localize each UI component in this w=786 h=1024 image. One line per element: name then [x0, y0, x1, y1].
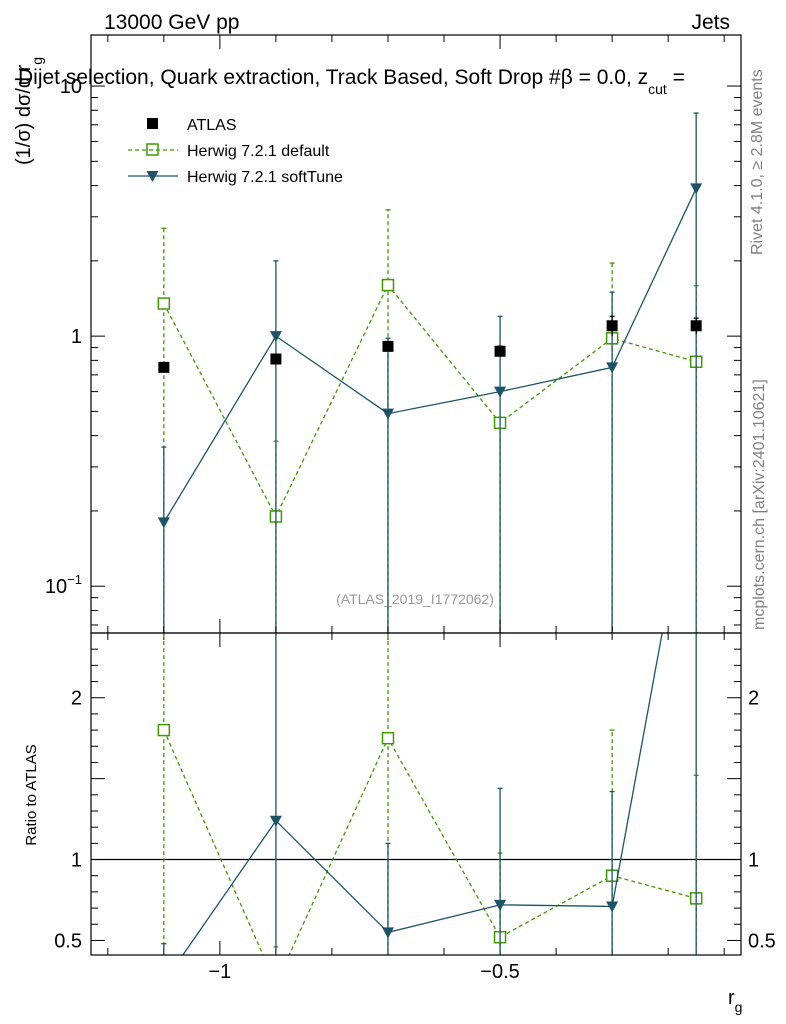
- ratio-softtune-series: [158, 633, 697, 989]
- legend-default-marker: [146, 143, 159, 156]
- main-y-tick-label: 1: [71, 326, 82, 348]
- x-axis-label: rg: [728, 987, 742, 1015]
- header-left: 13000 GeV pp: [104, 11, 239, 34]
- main-atlas-marker: [494, 345, 506, 357]
- ratio-default-marker: [270, 979, 281, 990]
- main-atlas-marker: [158, 361, 170, 373]
- ratio-y-tick-label-right: 1: [748, 850, 759, 872]
- main-default-marker: [381, 278, 395, 292]
- ratio-default-line: [163, 729, 697, 955]
- x-tick-label: −1: [208, 961, 231, 983]
- mcplots-label: mcplots.cern.ch [arXiv:2401.10621]: [751, 379, 768, 630]
- y-axis-label-ratio: Ratio to ATLAS: [23, 744, 40, 845]
- main-softtune-marker: [381, 408, 394, 420]
- main-softtune-marker: [494, 386, 507, 398]
- legend-atlas-label: ATLAS: [187, 117, 237, 134]
- main-softtune-line: [163, 188, 697, 523]
- ratio-y-tick-label: 1: [71, 850, 82, 872]
- main-softtune-marker: [269, 331, 282, 343]
- ratio-softtune-line: [182, 633, 663, 955]
- main-atlas-marker: [270, 353, 282, 365]
- ratio-y-tick-label: 2: [71, 688, 82, 710]
- legend-softtune-marker: [146, 171, 159, 182]
- ratio-softtune-marker: [381, 927, 394, 939]
- main-y-axis: 10 1 10−1: [45, 76, 741, 626]
- ratio-y-tick-label-right: 0.5: [748, 930, 776, 952]
- main-softtune-marker: [606, 362, 619, 374]
- main-default-line: [163, 283, 697, 518]
- y-axis-label-main: (1/σ) dσ/d rg: [13, 57, 45, 165]
- ratio-softtune-marker: [494, 899, 507, 911]
- ratio-y-tick-label: 0.5: [54, 930, 82, 952]
- main-y-tick-label: 10: [60, 76, 82, 98]
- main-default-marker: [157, 297, 171, 310]
- main-atlas-marker: [690, 320, 702, 332]
- ratio-softtune-marker: [606, 901, 619, 913]
- ratio-default-marker: [381, 731, 395, 745]
- main-atlas-marker: [606, 320, 618, 332]
- main-plot: 10 1 10−1: [45, 76, 741, 633]
- main-softtune-marker: [690, 183, 703, 195]
- ratio-y-tick-label-right: 2: [748, 688, 759, 710]
- ratio-softtune-marker: [269, 815, 282, 827]
- main-softtune-series: [157, 112, 703, 633]
- ratio-y-axis: 2 2 1 1 0.5 0.5: [54, 632, 776, 952]
- ratio-frame: [90, 632, 742, 956]
- main-y-tick-label: 10−1: [45, 572, 82, 598]
- plot-title: Dijet selection, Quark extraction, Track…: [18, 66, 685, 97]
- header-right: Jets: [691, 11, 730, 34]
- ratio-softtune-marker: [158, 978, 170, 989]
- legend-default-label: Herwig 7.2.1 default: [187, 143, 330, 160]
- main-softtune-marker: [157, 517, 170, 529]
- x-tick-label: −0.5: [480, 961, 519, 983]
- ratio-default-marker: [157, 723, 171, 737]
- main-atlas-series: [158, 315, 702, 373]
- legend: ATLAS Herwig 7.2.1 default Herwig 7.2.1 …: [128, 117, 343, 186]
- rivet-label: Rivet 4.1.0, ≥ 2.8M events: [749, 69, 766, 255]
- ratio-default-series: [157, 633, 703, 990]
- analysis-watermark: (ATLAS_2019_I1772062): [336, 591, 494, 607]
- legend-softtune-label: Herwig 7.2.1 softTune: [187, 169, 343, 186]
- legend-atlas-marker: [147, 118, 158, 129]
- main-atlas-marker: [382, 340, 394, 352]
- ratio-plot: 2 2 1 1 0.5 0.5 −1 −0.5: [54, 35, 776, 990]
